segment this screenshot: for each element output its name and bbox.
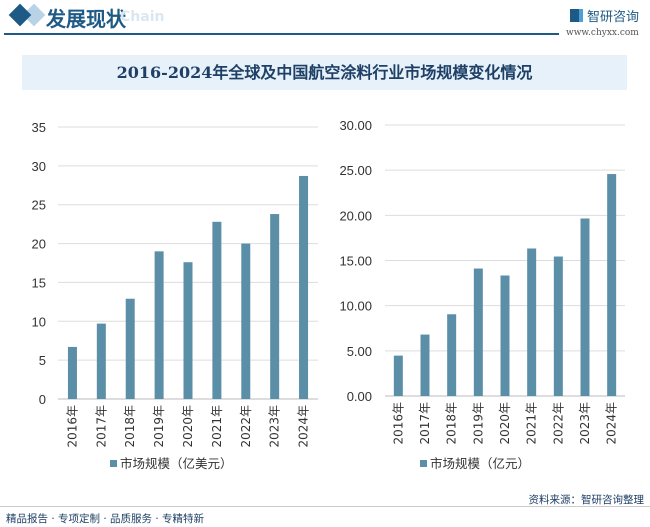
y-tick-label: 35 bbox=[32, 120, 46, 135]
bar-2017年 bbox=[420, 334, 430, 396]
logo-text: 智研咨询 bbox=[587, 10, 640, 25]
legend-label: 市场规模（亿元） bbox=[430, 456, 530, 471]
legend-label: 市场规模（亿美元） bbox=[120, 456, 233, 471]
y-tick-label: 25 bbox=[32, 198, 46, 213]
x-tick-label: 2018年 bbox=[445, 402, 459, 445]
y-tick-label: 20 bbox=[32, 237, 46, 252]
header: 发展现状 Chain 智研咨询 www.chyxx.com bbox=[0, 0, 650, 38]
watermark-text: Chain bbox=[120, 9, 165, 25]
x-tick-label: 2022年 bbox=[551, 402, 565, 445]
y-tick-label: 0.00 bbox=[347, 389, 372, 404]
x-tick-label: 2017年 bbox=[94, 405, 108, 448]
bar-2018年 bbox=[125, 298, 135, 399]
y-tick-label: 20.00 bbox=[339, 208, 372, 223]
bar-2017年 bbox=[96, 323, 106, 399]
bar-2021年 bbox=[212, 221, 222, 399]
bar-2020年 bbox=[183, 262, 193, 399]
y-tick-label: 5 bbox=[39, 353, 46, 368]
bar-2023年 bbox=[580, 218, 590, 396]
y-tick-label: 10.00 bbox=[339, 299, 372, 314]
source-note: 资料来源：智研咨询整理 bbox=[528, 494, 645, 506]
x-tick-label: 2017年 bbox=[418, 402, 432, 445]
section-title: 发展现状 bbox=[46, 7, 126, 31]
bar-2018年 bbox=[447, 314, 457, 396]
bar-2019年 bbox=[473, 268, 483, 396]
bar-2021年 bbox=[527, 248, 537, 396]
y-tick-label: 10 bbox=[32, 314, 46, 329]
footer: 精品报告 · 专项定制 · 品质服务 · 专精特新 资料来源：智研咨询整理 bbox=[0, 494, 650, 527]
x-tick-label: 2019年 bbox=[152, 405, 166, 448]
y-tick-label: 30 bbox=[32, 159, 46, 174]
x-tick-label: 2016年 bbox=[391, 402, 405, 445]
x-tick-label: 2020年 bbox=[181, 405, 195, 448]
header-divider bbox=[4, 33, 559, 35]
y-tick-label: 25.00 bbox=[339, 163, 372, 178]
y-tick-label: 30.00 bbox=[339, 118, 372, 133]
y-tick-label: 15 bbox=[32, 275, 46, 290]
x-tick-label: 2023年 bbox=[578, 402, 592, 445]
logo: 智研咨询 bbox=[570, 6, 639, 25]
bar-2016年 bbox=[67, 346, 77, 399]
logo-icon bbox=[570, 9, 583, 22]
bar-2020年 bbox=[500, 275, 510, 396]
bar-2024年 bbox=[299, 175, 309, 399]
x-tick-label: 2022年 bbox=[239, 405, 253, 448]
legend-swatch bbox=[420, 460, 427, 467]
bar-2016年 bbox=[393, 355, 403, 396]
x-tick-label: 2018年 bbox=[123, 405, 137, 448]
chart-title: 2016-2024年全球及中国航空涂料行业市场规模变化情况 bbox=[22, 55, 627, 90]
bar-2022年 bbox=[241, 243, 251, 399]
y-tick-label: 15.00 bbox=[339, 254, 372, 269]
footer-slogan: 精品报告 · 专项定制 · 品质服务 · 专精特新 bbox=[6, 513, 205, 525]
bar-2024年 bbox=[607, 174, 617, 396]
x-tick-label: 2021年 bbox=[210, 405, 224, 448]
x-tick-label: 2023年 bbox=[268, 405, 282, 448]
x-tick-label: 2024年 bbox=[297, 405, 311, 448]
y-tick-label: 0 bbox=[39, 392, 46, 407]
x-tick-label: 2019年 bbox=[471, 402, 485, 445]
x-tick-label: 2020年 bbox=[498, 402, 512, 445]
x-tick-label: 2024年 bbox=[605, 402, 619, 445]
bar-2022年 bbox=[553, 256, 563, 396]
x-tick-label: 2016年 bbox=[65, 405, 79, 448]
bar-2023年 bbox=[270, 214, 280, 399]
legend-swatch bbox=[110, 460, 117, 467]
website-url: www.chyxx.com bbox=[566, 28, 639, 38]
x-tick-label: 2021年 bbox=[525, 402, 539, 445]
bar-2019年 bbox=[154, 251, 164, 399]
y-tick-label: 5.00 bbox=[347, 344, 372, 359]
